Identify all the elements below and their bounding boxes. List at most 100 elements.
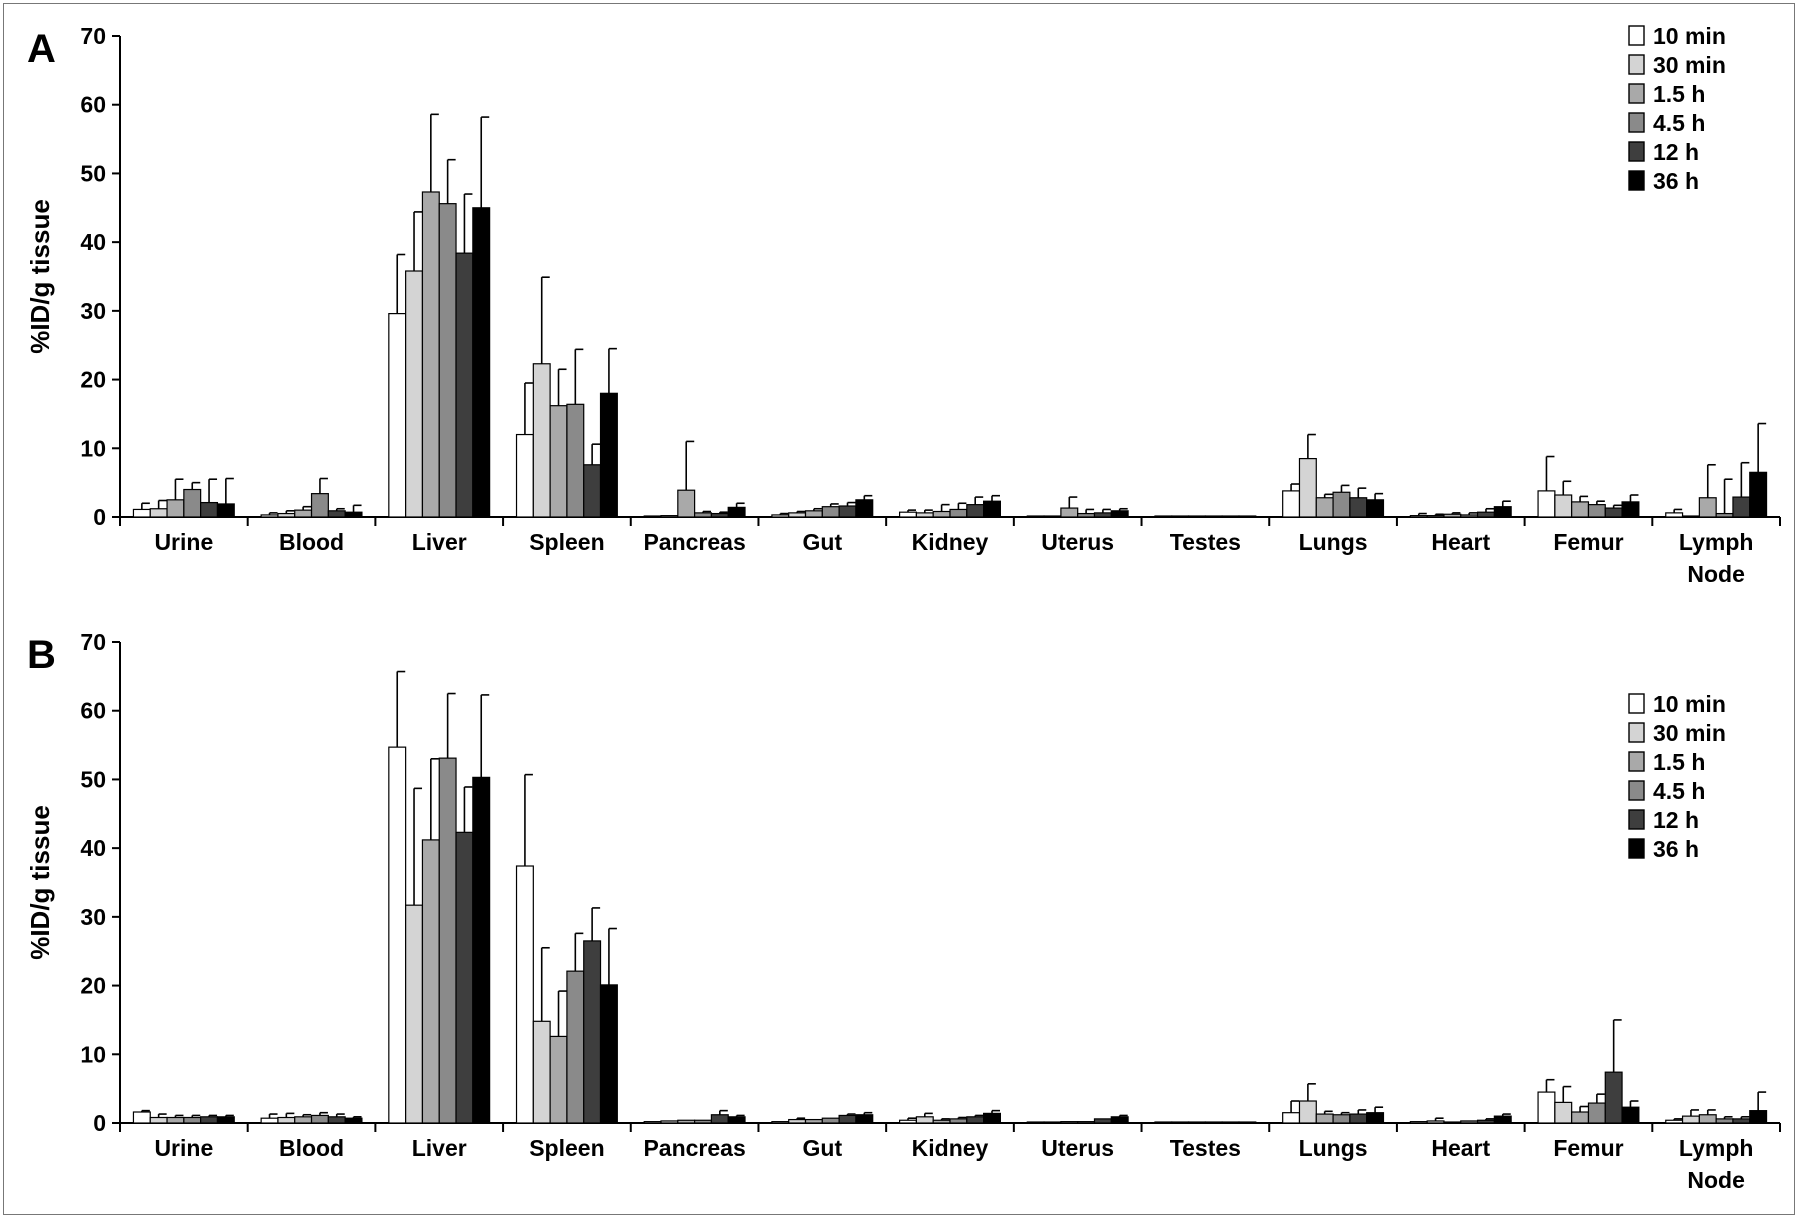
legend-swatch xyxy=(1628,693,1645,714)
bar xyxy=(344,1117,363,1124)
legend-label: 12 h xyxy=(1653,807,1699,833)
bar xyxy=(855,1114,874,1124)
bar xyxy=(1298,457,1317,518)
x-category-label: Heart xyxy=(1431,1135,1490,1161)
x-category-label: Liver xyxy=(412,1135,467,1161)
bar xyxy=(183,488,202,518)
bar xyxy=(1665,1119,1684,1124)
x-category-label: Gut xyxy=(803,529,843,555)
legend-label: 36 h xyxy=(1653,168,1699,194)
x-category-label: Pancreas xyxy=(643,1135,745,1161)
legend-label: 10 min xyxy=(1653,23,1726,49)
legend-swatch xyxy=(1628,83,1645,104)
figure-frame xyxy=(3,3,1795,1215)
chart-panel-a: A %ID/g tissue 0 10 20 30 40 50 60 70 Urine Blood Li… xyxy=(25,23,1781,587)
bar xyxy=(200,1116,219,1124)
x-category-label: Testes xyxy=(1170,529,1241,555)
legend-label: 4.5 h xyxy=(1653,778,1705,804)
bar xyxy=(838,1114,857,1124)
bar xyxy=(1443,513,1462,518)
bar xyxy=(344,511,363,518)
bar xyxy=(1332,491,1351,518)
bar xyxy=(1604,1071,1623,1124)
x-category-label: Uterus xyxy=(1041,529,1114,555)
bar xyxy=(1587,504,1606,518)
bar xyxy=(1349,497,1368,518)
bar xyxy=(788,1118,807,1124)
legend-label: 36 h xyxy=(1653,836,1699,862)
legend-swatch xyxy=(1628,838,1645,859)
bar xyxy=(1221,515,1240,518)
bar xyxy=(1698,497,1717,518)
x-category-label: Node xyxy=(1687,561,1745,587)
x-category-label: Blood xyxy=(279,1135,344,1161)
x-category-label: Spleen xyxy=(529,529,604,555)
bar xyxy=(1187,515,1206,518)
bar xyxy=(1282,1112,1301,1124)
bar xyxy=(532,363,551,518)
legend-swatch xyxy=(1628,809,1645,830)
bar xyxy=(1043,1121,1062,1124)
y-tick-label: 60 xyxy=(80,698,106,724)
bar xyxy=(643,1121,662,1124)
x-category-label: Pancreas xyxy=(643,529,745,555)
bar xyxy=(1571,1111,1590,1124)
bar xyxy=(677,489,696,518)
legend-label: 30 min xyxy=(1653,720,1726,746)
bar xyxy=(1493,506,1512,518)
bar xyxy=(1221,1121,1240,1124)
bar xyxy=(388,313,407,518)
bar xyxy=(694,1119,713,1124)
x-category-label: Urine xyxy=(154,1135,213,1161)
bar xyxy=(216,1116,235,1124)
bar xyxy=(1476,1119,1495,1124)
bar xyxy=(932,510,951,518)
bar xyxy=(1460,514,1479,518)
bar xyxy=(898,511,917,518)
x-category-label: Heart xyxy=(1431,529,1490,555)
bar xyxy=(1443,1121,1462,1124)
bar xyxy=(1681,1115,1700,1124)
bar xyxy=(1460,1120,1479,1124)
bar xyxy=(660,515,679,518)
bar xyxy=(643,515,662,518)
legend-swatch xyxy=(1628,170,1645,191)
bar xyxy=(1026,1121,1045,1124)
legend-label: 1.5 h xyxy=(1653,749,1705,775)
bar xyxy=(727,506,746,518)
bar xyxy=(1476,511,1495,518)
y-tick-label: 40 xyxy=(80,229,106,255)
bar xyxy=(260,514,279,518)
y-tick-label: 50 xyxy=(80,160,106,186)
legend-swatch xyxy=(1628,141,1645,162)
bar xyxy=(327,1116,346,1124)
bar xyxy=(982,1112,1001,1124)
bar xyxy=(1554,494,1573,518)
bar xyxy=(1665,512,1684,518)
bar xyxy=(1093,1118,1112,1124)
bar xyxy=(1077,512,1096,518)
bar xyxy=(1749,471,1768,518)
y-tick-label: 20 xyxy=(80,367,106,393)
bar xyxy=(532,1020,551,1124)
y-tick-label: 10 xyxy=(80,435,106,461)
bar xyxy=(1171,1121,1190,1124)
y-tick-label: 30 xyxy=(80,298,106,324)
bar xyxy=(599,392,618,518)
bar xyxy=(455,831,474,1124)
bar xyxy=(1171,515,1190,518)
bar xyxy=(1110,510,1129,518)
bar xyxy=(549,405,568,518)
bar xyxy=(1043,515,1062,518)
bar xyxy=(515,433,534,518)
bar xyxy=(549,1035,568,1124)
bar xyxy=(1732,1118,1751,1124)
bar xyxy=(149,508,168,518)
bar xyxy=(949,1118,968,1124)
bar xyxy=(771,1121,790,1124)
bar xyxy=(1493,1115,1512,1124)
bar xyxy=(149,1116,168,1124)
bar xyxy=(166,1116,185,1124)
bar xyxy=(1749,1110,1768,1124)
